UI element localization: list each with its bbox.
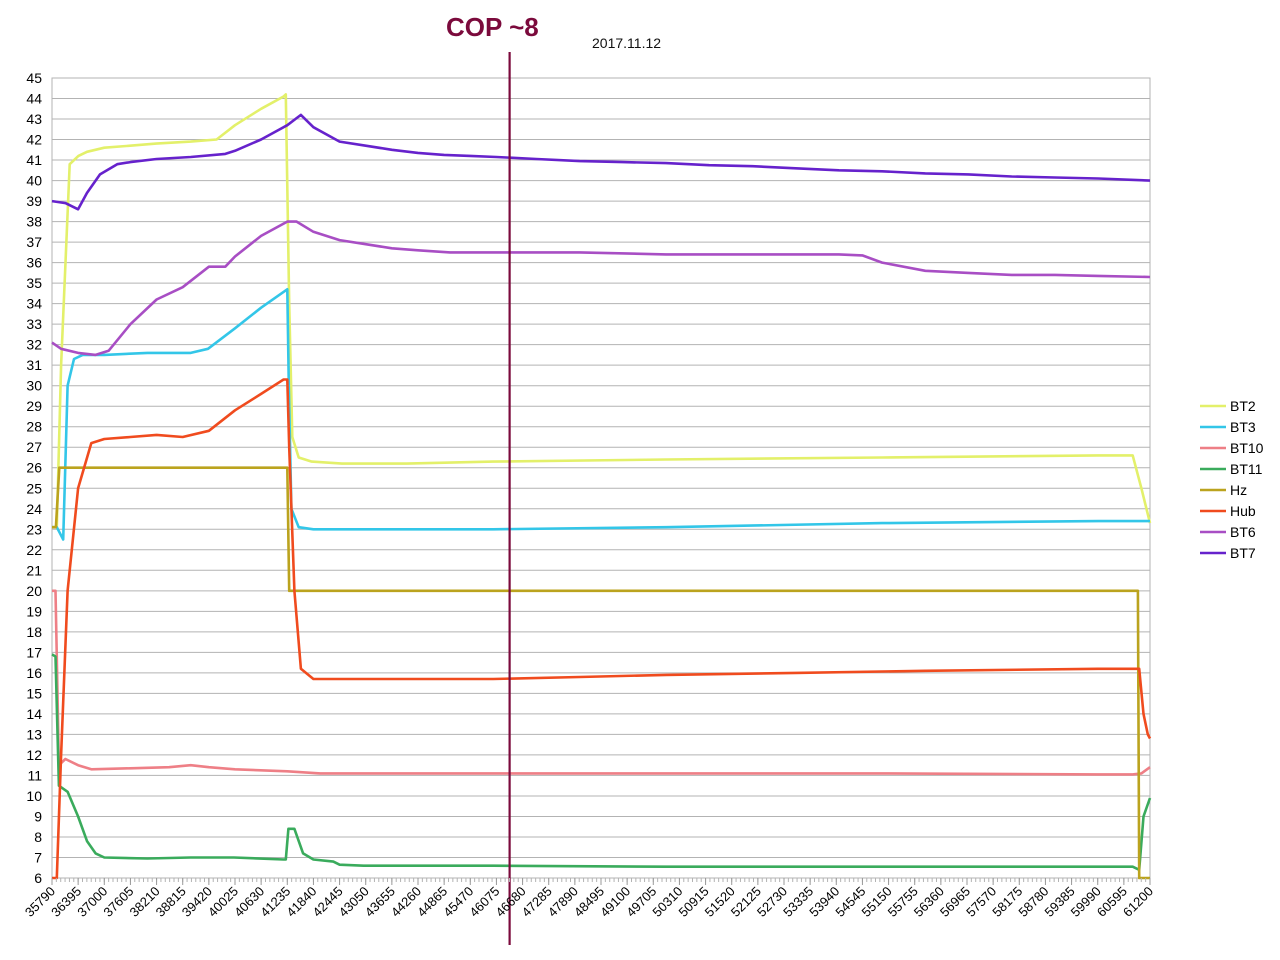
x-tick-label: 61200	[1120, 884, 1156, 920]
y-axis: 6 7 8 9 10 11 12 13 14 15 16 17 18 19 20 21 22 23 24 25 26 27…	[26, 70, 42, 886]
y-tick-label: 25	[26, 480, 42, 496]
y-tick-label: 31	[26, 357, 42, 373]
chart-title: 2017.11.12	[592, 35, 661, 51]
y-tick-label: 13	[26, 726, 42, 742]
y-tick-label: 43	[26, 111, 42, 127]
y-tick-label: 24	[26, 501, 42, 517]
y-tick-label: 36	[26, 255, 42, 271]
y-tick-label: 41	[26, 152, 42, 168]
y-tick-label: 28	[26, 419, 42, 435]
y-tick-label: 29	[26, 398, 42, 414]
y-tick-label: 6	[34, 870, 42, 886]
y-tick-label: 14	[26, 706, 42, 722]
x-axis: 3579036395370003760538210388153942040025…	[22, 878, 1156, 920]
y-tick-label: 7	[34, 849, 42, 865]
legend-entry: BT7	[1230, 545, 1256, 561]
legend-entry: BT10	[1230, 440, 1264, 456]
legend-entry: BT3	[1230, 419, 1256, 435]
y-tick-label: 30	[26, 378, 42, 394]
y-tick-label: 37	[26, 234, 42, 250]
plot-border	[51, 77, 1151, 879]
series-line-bt2	[52, 93, 1152, 529]
legend-entry: Hub	[1230, 503, 1256, 519]
y-tick-label: 19	[26, 603, 42, 619]
y-tick-label: 11	[27, 767, 42, 783]
y-tick-label: 40	[26, 173, 42, 189]
series-line-bt10	[52, 589, 1151, 776]
y-tick-label: 34	[26, 296, 42, 312]
y-tick-label: 42	[26, 132, 42, 148]
y-tick-label: 20	[26, 583, 42, 599]
y-tick-label: 23	[26, 521, 42, 537]
y-tick-label: 12	[26, 747, 42, 763]
y-tick-label: 44	[26, 91, 42, 107]
series-layer	[51, 93, 1152, 880]
legend-entry: BT6	[1230, 524, 1256, 540]
series-line-hz	[52, 466, 1150, 880]
y-tick-label: 39	[26, 193, 42, 209]
y-tick-label: 17	[26, 644, 42, 660]
y-tick-label: 27	[26, 439, 42, 455]
plot-area	[51, 77, 1151, 879]
y-tick-label: 26	[26, 460, 42, 476]
y-tick-label: 32	[26, 337, 42, 353]
series-line-bt3	[52, 288, 1150, 541]
y-tick-label: 38	[26, 214, 42, 230]
y-tick-label: 35	[26, 275, 42, 291]
y-tick-label: 16	[26, 665, 42, 681]
y-tick-label: 10	[26, 788, 42, 804]
legend-entry: BT11	[1230, 461, 1263, 477]
y-tick-label: 9	[34, 808, 42, 824]
y-tick-label: 33	[26, 316, 42, 332]
y-tick-label: 15	[26, 685, 42, 701]
series-line-hub	[52, 378, 1152, 880]
y-tick-label: 8	[34, 829, 42, 845]
y-tick-label: 18	[26, 624, 42, 640]
gridlines	[52, 77, 1150, 879]
series-line-bt11	[51, 653, 1152, 872]
series-line-bt6	[51, 220, 1151, 357]
legend: BT2 BT3 BT10 BT11 Hz Hub BT6 BT7	[1200, 398, 1264, 561]
legend-entry: Hz	[1230, 482, 1247, 498]
y-tick-label: 22	[26, 542, 42, 558]
legend-entry: BT2	[1230, 398, 1256, 414]
y-tick-label: 45	[26, 70, 42, 86]
y-tick-label: 21	[26, 562, 42, 578]
series-line-bt7	[51, 113, 1151, 211]
annotation-label: COP ~8	[446, 12, 539, 42]
